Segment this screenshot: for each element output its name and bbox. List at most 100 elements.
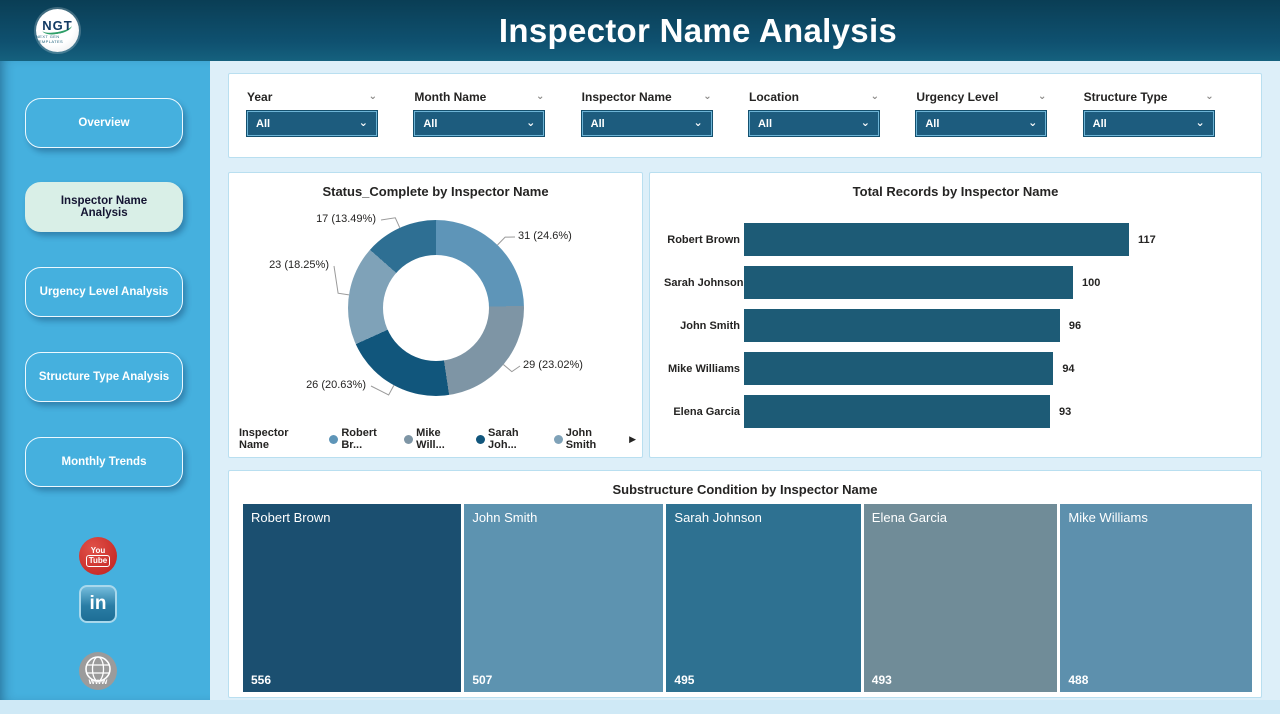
donut-data-label-mike-williams: 29 (23.02%) <box>523 359 583 371</box>
legend-dot-icon <box>404 434 414 444</box>
chevron-down-icon: ⌄ <box>693 117 703 129</box>
chevron-down-icon[interactable]: ⌄ <box>703 91 712 102</box>
treemap-tile-sarah-johnson[interactable]: Sarah Johnson 495 <box>666 504 861 692</box>
bar-category-label: Sarah Johnson <box>664 276 744 289</box>
filter-bar: Year ⌄ All ⌄ Month Name ⌄ All ⌄ Inspector Name ⌄ A… <box>228 73 1262 158</box>
chevron-down-icon: ⌄ <box>526 117 536 129</box>
filter-dropdown-structure-type[interactable]: All ⌄ <box>1082 110 1215 137</box>
legend-overflow-arrow-icon[interactable]: ▶ <box>629 433 636 444</box>
bar-chart-title: Total Records by Inspector Name <box>852 184 1059 199</box>
linkedin-icon[interactable]: in <box>79 585 117 623</box>
bar-track: 94 <box>744 352 1129 385</box>
filter-urgency-level: Urgency Level ⌄ All ⌄ <box>915 90 1048 157</box>
tile-name-label: John Smith <box>472 510 538 525</box>
legend-title: Inspector Name <box>239 427 289 451</box>
sidebar-item-overview[interactable]: Overview <box>25 98 183 148</box>
treemap-tile-john-smith[interactable]: John Smith 507 <box>464 504 664 692</box>
treemap-tile-robert-brown[interactable]: Robert Brown 556 <box>243 504 462 692</box>
chevron-down-icon[interactable]: ⌄ <box>1037 91 1047 102</box>
sidebar-item-monthly-trends[interactable]: Monthly Trends <box>25 437 183 487</box>
chevron-down-icon[interactable]: ⌄ <box>368 91 377 102</box>
bar-category-label: Mike Williams <box>667 362 740 375</box>
legend-dot-icon <box>553 434 563 444</box>
legend-dot-icon <box>476 434 486 444</box>
bar-track: 100 <box>744 266 1129 299</box>
bar-value-label: 96 <box>1068 319 1082 332</box>
bar-chart-card: Total Records by Inspector Name Robert B… <box>649 172 1262 458</box>
filter-label-text: Structure Type <box>1083 90 1168 104</box>
tile-value-label: 507 <box>472 673 493 687</box>
filter-dropdown-year[interactable]: All ⌄ <box>246 110 378 137</box>
donut-data-label-elena-garcia: 17 (13.49%) <box>316 213 376 225</box>
bar-robert-brown[interactable] <box>744 223 1129 256</box>
filter-label-text: Year <box>247 90 273 104</box>
filter-selected-value: All <box>757 117 773 130</box>
page-title: Inspector Name Analysis <box>498 11 898 49</box>
chevron-down-icon: ⌄ <box>860 117 870 129</box>
bar-category-label: Elena Garcia <box>673 405 740 418</box>
legend-item-mike-williams[interactable]: Mike Will... <box>404 427 468 451</box>
legend-dot-icon <box>329 434 339 444</box>
bar-value-label: 117 <box>1138 233 1156 246</box>
website-globe-icon[interactable]: www <box>79 652 117 690</box>
legend-item-label: Robert Br... <box>341 427 377 451</box>
filter-selected-value: All <box>423 117 438 130</box>
donut-data-label-john-smith: 23 (18.25%) <box>269 259 329 271</box>
linkedin-text: in <box>89 593 107 614</box>
legend-item-label: Mike Will... <box>416 427 445 451</box>
tile-value-label: 488 <box>1068 673 1089 687</box>
treemap-tile-elena-garcia[interactable]: Elena Garcia 493 <box>863 504 1058 692</box>
treemap: Robert Brown 556 John Smith 507 Sarah Johnso… <box>243 504 1252 692</box>
sidebar-item-urgency-level-analysis[interactable]: Urgency Level Analysis <box>25 267 183 317</box>
bar-sarah-johnson[interactable] <box>744 266 1074 299</box>
sidebar-nav: You Tube in www Overview Inspector Name A… <box>0 61 210 700</box>
sidebar-item-inspector-name-analysis[interactable]: Inspector Name Analysis <box>25 182 183 232</box>
chevron-down-icon[interactable]: ⌄ <box>1205 91 1214 102</box>
bar-mike-williams[interactable] <box>744 352 1054 385</box>
donut-data-label-sarah-johnson: 26 (20.63%) <box>306 379 366 391</box>
bar-john-smith[interactable] <box>744 309 1060 342</box>
bar-value-label: 100 <box>1082 276 1101 289</box>
filter-label-text: Urgency Level <box>916 90 999 104</box>
bar-value-label: 94 <box>1062 362 1075 375</box>
youtube-icon[interactable]: You Tube <box>79 537 117 575</box>
bar-chart: Robert Brown 117 Sarah Johnson 100 John Smit… <box>664 223 1156 438</box>
treemap-tile-mike-williams[interactable]: Mike Williams 488 <box>1060 504 1252 692</box>
bar-row-john-smith: John Smith 96 <box>664 309 1129 342</box>
filter-selected-value: All <box>256 117 271 130</box>
bar-track: 93 <box>744 395 1129 428</box>
sidebar-item-structure-type-analysis[interactable]: Structure Type Analysis <box>25 352 183 402</box>
legend-item-sarah-johnson[interactable]: Sarah Joh... <box>476 427 546 451</box>
filter-year: Year ⌄ All ⌄ <box>246 90 378 157</box>
tile-name-label: Mike Williams <box>1068 510 1148 525</box>
filter-dropdown-location[interactable]: All ⌄ <box>747 110 880 137</box>
donut-leader-lines <box>333 217 521 396</box>
filter-dropdown-month-name[interactable]: All ⌄ <box>413 110 546 137</box>
chevron-down-icon[interactable]: ⌄ <box>535 91 545 102</box>
chevron-down-icon: ⌄ <box>358 117 368 129</box>
filter-label: Urgency Level ⌄ <box>916 90 1046 104</box>
filter-selected-value: All <box>925 117 940 130</box>
filter-selected-value: All <box>590 117 605 130</box>
bar-row-elena-garcia: Elena Garcia 93 <box>664 395 1129 428</box>
filter-month-name: Month Name ⌄ All ⌄ <box>413 90 546 157</box>
bar-row-robert-brown: Robert Brown 117 <box>664 223 1156 256</box>
filter-dropdown-urgency-level[interactable]: All ⌄ <box>915 110 1048 137</box>
donut-hole <box>383 255 489 361</box>
bar-category-label: John Smith <box>680 319 740 332</box>
legend-item-robert-brown[interactable]: Robert Br... <box>329 427 396 451</box>
legend-item-john-smith[interactable]: John Smith <box>553 427 621 451</box>
treemap-title: Substructure Condition by Inspector Name <box>612 482 878 497</box>
filter-location: Location ⌄ All ⌄ <box>747 90 880 157</box>
filter-dropdown-inspector-name[interactable]: All ⌄ <box>580 110 713 137</box>
filter-label-text: Inspector Name <box>581 90 672 104</box>
donut-chart-card: Status_Complete by Inspector Name Inspec… <box>228 172 643 458</box>
chevron-down-icon[interactable]: ⌄ <box>870 91 879 102</box>
ngt-logo-icon: NGT NEXT GEN TEMPLATES <box>36 9 79 52</box>
chevron-down-icon: ⌄ <box>1028 117 1038 129</box>
bar-row-mike-williams: Mike Williams 94 <box>664 352 1129 385</box>
bar-elena-garcia[interactable] <box>744 395 1051 428</box>
tile-name-label: Sarah Johnson <box>674 510 762 525</box>
filter-inspector-name: Inspector Name ⌄ All ⌄ <box>580 90 713 157</box>
